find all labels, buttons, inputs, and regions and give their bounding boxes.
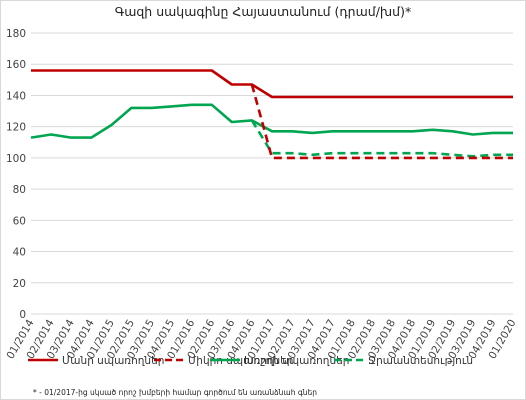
y-tick-label: 140: [6, 90, 26, 102]
series-line-2: [250, 84, 513, 160]
chart-title: Գազի սակագինը Հայաստանում (դրամ/խմ)*: [115, 4, 411, 19]
legend-label-2: Միկրո սպառողներ: [188, 355, 293, 367]
y-tick-label: 160: [6, 59, 26, 71]
y-tick-label: 40: [13, 247, 26, 259]
chart-footnote: * - 01/2017-ից սկսած որոշ խմբերի համար գ…: [33, 388, 317, 397]
legend-label-1: Մանր սպառողներ: [62, 355, 164, 367]
series-line-1: [31, 69, 513, 99]
series-line-4: [250, 119, 513, 158]
y-tick-label: 100: [6, 153, 26, 165]
y-tick-label: 80: [13, 184, 26, 196]
y-tick-label: 0: [19, 309, 26, 321]
y-tick-label: 20: [13, 278, 26, 290]
y-tick-label: 180: [6, 28, 26, 40]
series-line-3: [30, 103, 513, 139]
y-tick-label: 60: [13, 215, 26, 227]
legend-label-4: Ջրաանտեսություն: [368, 355, 473, 367]
legend-label-3: Խոշոր սպառողներ: [244, 355, 349, 367]
y-tick-label: 120: [6, 122, 26, 134]
